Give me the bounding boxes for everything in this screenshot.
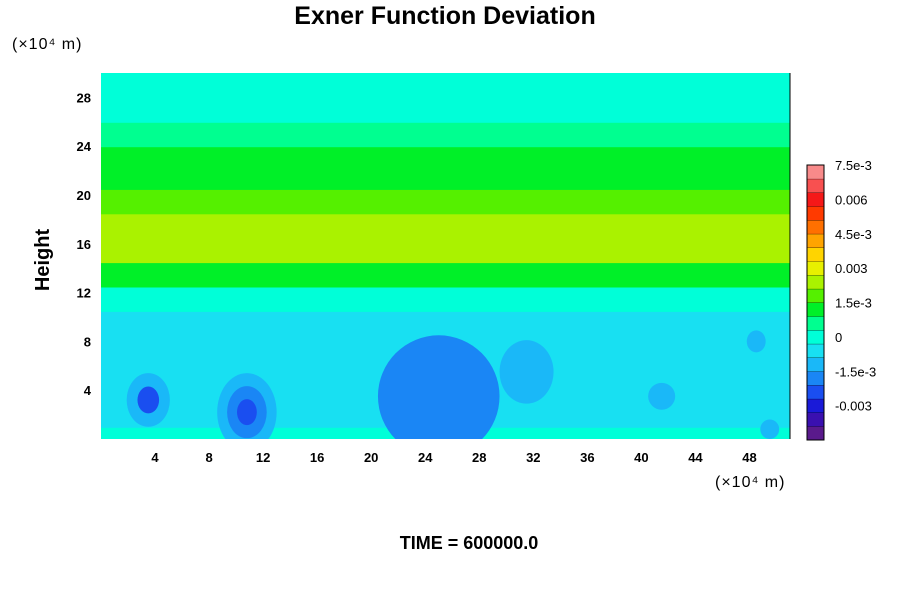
colorbar-segment-4	[806, 371, 825, 386]
time-label: TIME = 600000.0	[400, 533, 539, 553]
contour-band-8	[101, 120, 790, 148]
colorbar-segment-9	[806, 302, 825, 317]
contour-feature-6	[760, 419, 780, 439]
colorbar-segment-17	[806, 192, 825, 207]
contour-band-5	[101, 187, 790, 215]
contour-band-6	[101, 175, 790, 190]
contour-feature-1	[217, 373, 277, 439]
colorbar-tick-label: 4.5e-3	[835, 227, 872, 242]
colorbar-segment-2	[806, 398, 825, 413]
x-tick-label: 44	[688, 450, 703, 465]
y-tick-label: 28	[77, 90, 91, 105]
y-tick-label: 8	[84, 334, 91, 349]
contour-feature-2-level-1	[377, 335, 500, 439]
y-tick-labels: 4 8 12 16 20 24 28	[77, 90, 92, 398]
contour-feature-1-level-3	[236, 399, 257, 426]
colorbar-tick-label: -0.003	[835, 399, 872, 414]
colorbar-segment-13	[806, 247, 825, 262]
colorbar-tick-label: 7.5e-3	[835, 158, 872, 173]
x-tick-label: 4	[151, 450, 159, 465]
colorbar-tick-label: 1.5e-3	[835, 296, 872, 311]
x-tick-labels: 4 8 12 16 20 24 28 32 36 40 44 48	[151, 450, 756, 465]
x-tick-label: 32	[526, 450, 540, 465]
colorbar-frame	[806, 164, 825, 441]
x-tick-label: 40	[634, 450, 648, 465]
colorbar-tick-label: 0.006	[835, 192, 868, 207]
contour-band-7	[101, 145, 790, 178]
x-tick-label: 8	[205, 450, 212, 465]
colorbar-segments	[806, 164, 825, 441]
contour-band-2	[101, 285, 790, 312]
x-tick-label: 12	[256, 450, 270, 465]
colorbar-segment-10	[806, 288, 825, 303]
y-axis-label: Height	[32, 229, 54, 292]
plot-area	[101, 73, 790, 439]
x-tick-label: 28	[472, 450, 486, 465]
y-tick-label: 24	[77, 139, 92, 154]
contour-feature-5-level-1	[746, 330, 766, 353]
contour-band-3	[101, 261, 790, 288]
y-tick-label: 4	[84, 383, 92, 398]
contour-feature-2	[377, 335, 500, 439]
y-tick-label: 20	[77, 188, 91, 203]
contour-band-9	[101, 73, 790, 123]
x-tick-label: 48	[742, 450, 756, 465]
colorbar: 7.5e-3 0.006 4.5e-3 0.003 1.5e-3 0 -1.5e-3 -0.0…	[806, 158, 876, 441]
contour-feature-3-level-1	[499, 340, 554, 404]
x-tick-label: 20	[364, 450, 378, 465]
contour-band-4	[101, 212, 790, 264]
colorbar-segment-7	[806, 329, 825, 345]
contour-feature-0	[126, 373, 170, 427]
colorbar-tick-label: -1.5e-3	[835, 364, 876, 379]
colorbar-segment-14	[806, 233, 825, 248]
contour-feature-4-level-1	[648, 382, 676, 410]
contour-feature-3	[499, 340, 554, 404]
y-tick-label: 12	[77, 286, 91, 301]
colorbar-segment-11	[806, 274, 825, 290]
contour-features	[126, 330, 780, 439]
colorbar-segment-1	[806, 412, 825, 427]
colorbar-segment-5	[806, 357, 825, 372]
colorbar-segment-18	[806, 178, 825, 193]
colorbar-tick-label: 0	[835, 330, 842, 345]
contour-feature-0-level-2	[137, 386, 160, 414]
x-tick-label: 16	[310, 450, 324, 465]
colorbar-segment-3	[806, 384, 825, 400]
colorbar-segment-16	[806, 206, 825, 221]
colorbar-tick-label: 0.003	[835, 261, 868, 276]
colorbar-segment-19	[806, 164, 825, 180]
y-tick-label: 16	[77, 237, 91, 252]
colorbar-segment-15	[806, 219, 825, 235]
x-axis-unit: (×10⁴ m)	[715, 474, 785, 491]
contour-feature-5	[746, 330, 766, 353]
chart-title: Exner Function Deviation	[294, 2, 595, 30]
colorbar-segment-6	[806, 343, 825, 358]
x-tick-label: 24	[418, 450, 433, 465]
colorbar-tick-labels: 7.5e-3 0.006 4.5e-3 0.003 1.5e-3 0 -1.5e-3 -0.0…	[835, 158, 876, 414]
y-axis-unit: (×10⁴ m)	[12, 36, 82, 53]
colorbar-segment-0	[806, 426, 825, 441]
colorbar-segment-8	[806, 316, 825, 331]
contour-bands	[101, 73, 790, 439]
x-tick-label: 36	[580, 450, 594, 465]
contour-feature-6-level-1	[760, 419, 780, 439]
contour-feature-4	[648, 382, 676, 410]
colorbar-segment-12	[806, 261, 825, 276]
